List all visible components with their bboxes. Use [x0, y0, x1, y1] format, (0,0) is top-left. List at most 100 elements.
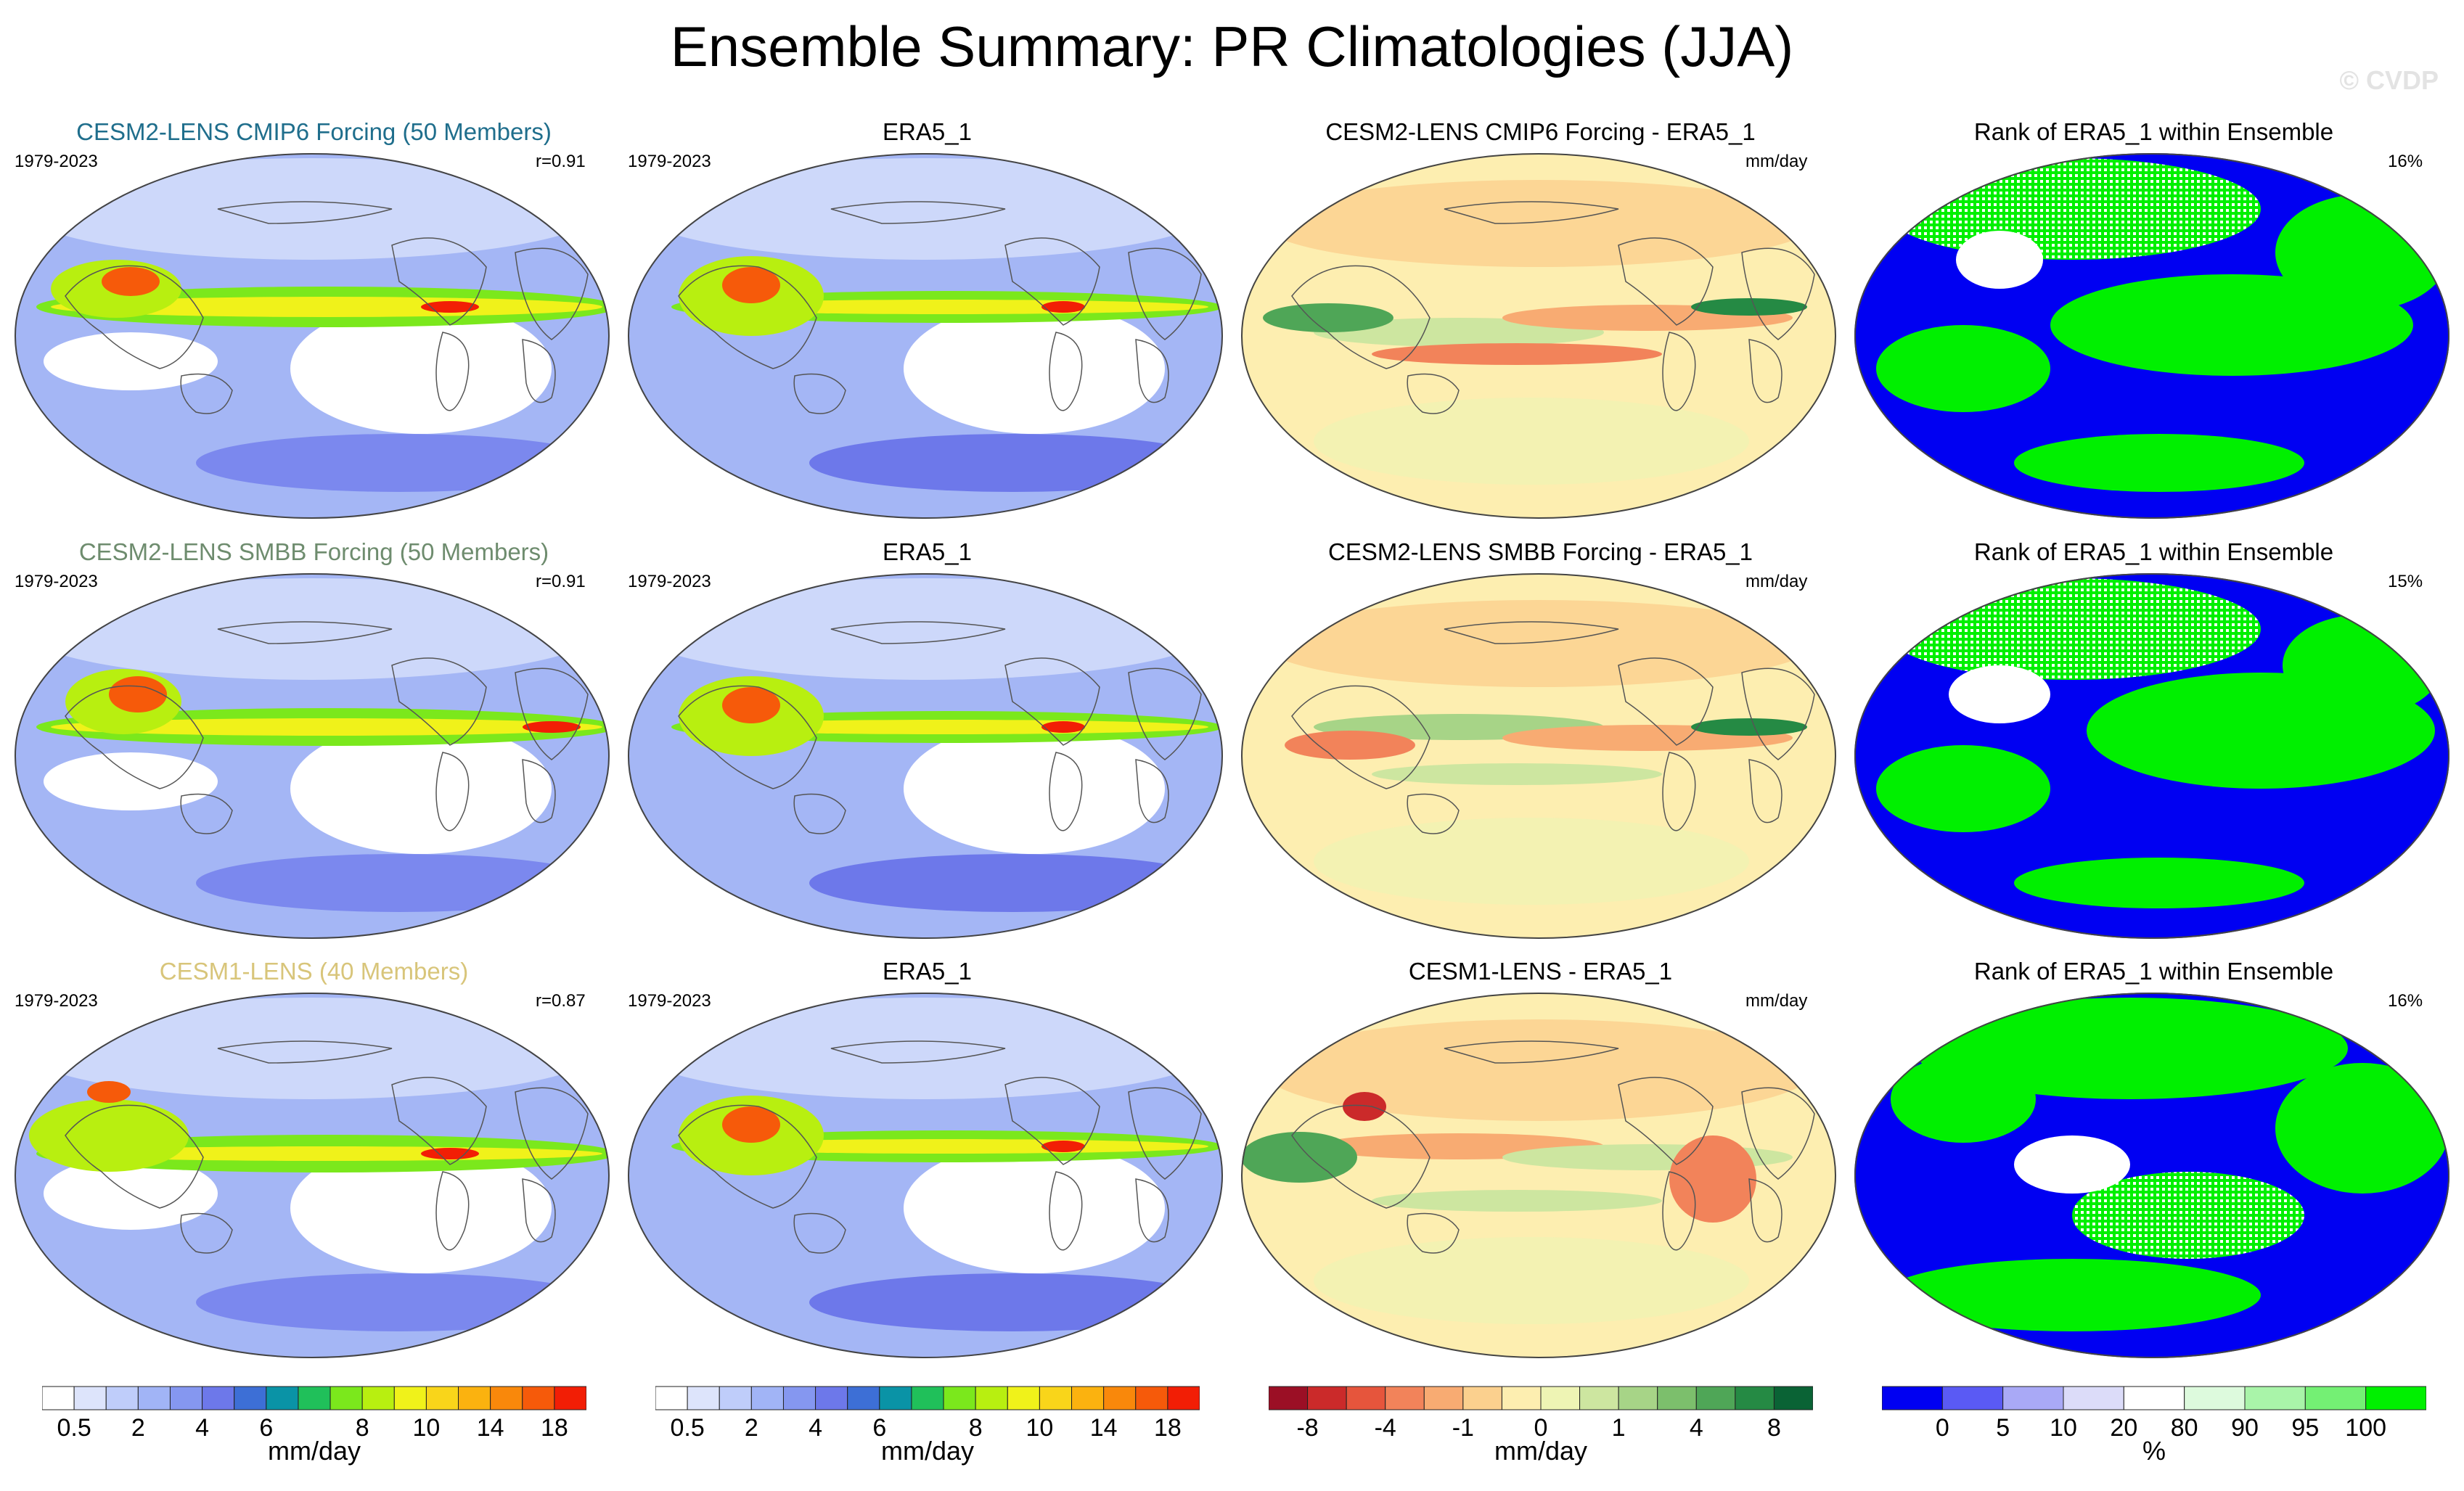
- ensemble-panel-title-3: CESM1-LENS (40 Members): [159, 958, 469, 985]
- rank-colorbar-label: 90: [2231, 1414, 2259, 1442]
- pr-colorbar-1-box: [73, 1386, 107, 1410]
- rank-colorbar-label: 20: [2110, 1414, 2138, 1442]
- rank-colorbar-box: [2002, 1386, 2064, 1410]
- pr-colorbar-2-box: [687, 1386, 720, 1410]
- obs-years-2: 1979-2023: [628, 572, 711, 591]
- pr-colorbar-2-box: [879, 1386, 912, 1410]
- map-obs-pr-3: [628, 993, 1223, 1358]
- diff-colorbar-box: [1657, 1386, 1697, 1410]
- rank-colorbar-label: 95: [2291, 1414, 2320, 1442]
- pr-colorbar-1-label: 14: [476, 1414, 504, 1442]
- pr-colorbar-1-label: 0.5: [57, 1414, 91, 1442]
- pr-colorbar-1-box: [490, 1386, 523, 1410]
- diff-colorbar-label: -4: [1374, 1414, 1396, 1442]
- pr-colorbar-2-label: 10: [1026, 1414, 1054, 1442]
- pr-colorbar-2: [655, 1386, 1200, 1410]
- ensemble-panel-title-1: CESM2-LENS CMIP6 Forcing (50 Members): [76, 118, 552, 145]
- pr-colorbar-1-label: 6: [259, 1414, 274, 1442]
- pr-colorbar-2-box: [1007, 1386, 1040, 1410]
- pr-colorbar-1-label: 18: [540, 1414, 568, 1442]
- rank-panel-title-1: Rank of ERA5_1 within Ensemble: [1973, 118, 2334, 145]
- pr-colorbar-1-box: [234, 1386, 267, 1410]
- pr-colorbar-1-box: [522, 1386, 555, 1410]
- map-ensemble-pr-1: [15, 153, 610, 519]
- map-diff-pr-3: [1241, 993, 1836, 1358]
- rank-colorbar-units: %: [2142, 1436, 2166, 1466]
- diff-colorbar-box: [1695, 1386, 1736, 1410]
- pr-colorbar-2-box: [655, 1386, 688, 1410]
- obs-years-3: 1979-2023: [628, 991, 711, 1011]
- rank-colorbar-box: [2244, 1386, 2306, 1410]
- obs-panel-title-1: ERA5_1: [883, 118, 972, 145]
- pr-colorbar-1-box: [393, 1386, 427, 1410]
- pr-colorbar-2-box: [975, 1386, 1008, 1410]
- pr-colorbar-2-label: 8: [968, 1414, 983, 1442]
- diff-colorbar-label: 4: [1689, 1414, 1703, 1442]
- diff-colorbar-label: 8: [1767, 1414, 1781, 1442]
- diff-colorbar-box: [1618, 1386, 1658, 1410]
- pr-colorbar-2-box: [815, 1386, 848, 1410]
- map-rank-pr-1: [1854, 153, 2449, 519]
- pr-colorbar-2-box: [847, 1386, 880, 1410]
- map-ensemble-pr-3: [15, 993, 610, 1358]
- rank-panel-title-3: Rank of ERA5_1 within Ensemble: [1973, 958, 2334, 985]
- diff-colorbar-label: 1: [1611, 1414, 1626, 1442]
- diff-colorbar-box: [1385, 1386, 1425, 1410]
- pr-colorbar-2-units: mm/day: [880, 1436, 975, 1466]
- rank-colorbar-label: 100: [2345, 1414, 2387, 1442]
- rank-colorbar-box: [2365, 1386, 2426, 1410]
- diff-colorbar-box: [1346, 1386, 1386, 1410]
- diff-colorbar-box: [1269, 1386, 1309, 1410]
- rank-colorbar-label: 80: [2170, 1414, 2198, 1442]
- rank-colorbar-box: [1882, 1386, 1943, 1410]
- pr-colorbar-2-box: [943, 1386, 976, 1410]
- pr-colorbar-1-box: [458, 1386, 491, 1410]
- map-diff-pr-2: [1241, 573, 1836, 939]
- pr-colorbar-1-units: mm/day: [267, 1436, 361, 1466]
- rank-pct-2: 15%: [2388, 572, 2423, 591]
- pr-colorbar-1-box: [202, 1386, 235, 1410]
- rank-pct-1: 16%: [2388, 152, 2423, 171]
- pr-colorbar-2-box: [1135, 1386, 1168, 1410]
- pr-colorbar-1-box: [330, 1386, 363, 1410]
- map-ensemble-pr-2: [15, 573, 610, 939]
- ensemble-corr-2: r=0.91: [536, 572, 586, 591]
- pr-colorbar-1: [42, 1386, 586, 1410]
- diff-colorbar-box: [1307, 1386, 1347, 1410]
- pr-colorbar-2-box: [1071, 1386, 1105, 1410]
- pr-colorbar-1-box: [42, 1386, 75, 1410]
- pr-colorbar-2-box: [750, 1386, 784, 1410]
- pr-colorbar-2-label: 6: [872, 1414, 887, 1442]
- pr-colorbar-2-label: 18: [1153, 1414, 1182, 1442]
- pr-colorbar-1-box: [169, 1386, 203, 1410]
- ensemble-panel-title-2: CESM2-LENS SMBB Forcing (50 Members): [78, 538, 549, 565]
- map-obs-pr-2: [628, 573, 1223, 939]
- diff-panel-title-1: CESM2-LENS CMIP6 Forcing - ERA5_1: [1325, 118, 1756, 145]
- map-obs-pr-1: [628, 153, 1223, 519]
- pr-colorbar-1-box: [298, 1386, 331, 1410]
- diff-colorbar-label: 0: [1534, 1414, 1548, 1442]
- pr-colorbar-2-box: [911, 1386, 944, 1410]
- pr-colorbar-1-label: 8: [355, 1414, 369, 1442]
- diff-colorbar-box: [1579, 1386, 1619, 1410]
- pr-colorbar-1-label: 2: [131, 1414, 145, 1442]
- diff-colorbar-box: [1735, 1386, 1775, 1410]
- figure-title: Ensemble Summary: PR Climatologies (JJA): [670, 15, 1794, 78]
- pr-colorbar-1-box: [425, 1386, 459, 1410]
- map-rank-pr-3: [1854, 993, 2449, 1358]
- diff-colorbar-box: [1773, 1386, 1813, 1410]
- rank-colorbar-label: 10: [2050, 1414, 2077, 1442]
- ensemble-corr-1: r=0.91: [536, 152, 586, 171]
- pr-colorbar-2-box: [1167, 1386, 1200, 1410]
- diff-panel-title-2: CESM2-LENS SMBB Forcing - ERA5_1: [1327, 538, 1753, 565]
- ensemble-years-1: 1979-2023: [15, 152, 98, 171]
- diff-colorbar-label: -1: [1452, 1414, 1474, 1442]
- map-diff-pr-1: [1241, 153, 1836, 519]
- diff-colorbar-box: [1423, 1386, 1464, 1410]
- pr-colorbar-2-label: 2: [744, 1414, 758, 1442]
- map-rank-pr-2: [1854, 573, 2449, 939]
- pr-colorbar-1-box: [361, 1386, 395, 1410]
- diff-units-3: mm/day: [1745, 991, 1808, 1011]
- pr-colorbar-1-box: [266, 1386, 299, 1410]
- pr-colorbar-1-box: [105, 1386, 139, 1410]
